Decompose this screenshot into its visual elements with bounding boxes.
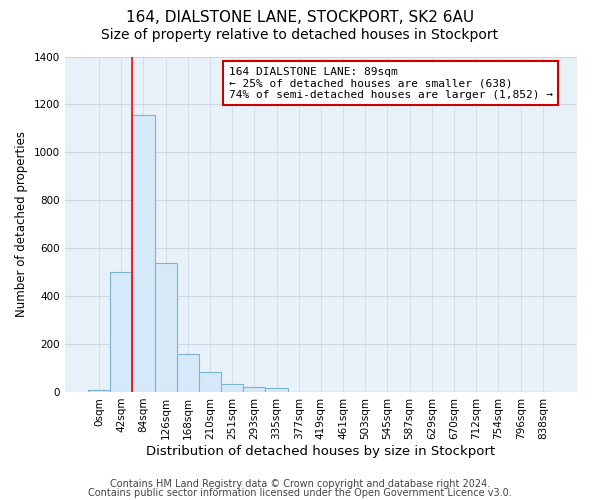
Bar: [155, 264, 177, 392]
Text: 164, DIALSTONE LANE, STOCKPORT, SK2 6AU: 164, DIALSTONE LANE, STOCKPORT, SK2 6AU: [126, 10, 474, 25]
Bar: [110, 272, 133, 392]
Text: 164 DIALSTONE LANE: 89sqm
← 25% of detached houses are smaller (638)
74% of semi: 164 DIALSTONE LANE: 89sqm ← 25% of detac…: [229, 66, 553, 100]
Bar: [199, 372, 221, 392]
Text: Contains public sector information licensed under the Open Government Licence v3: Contains public sector information licen…: [88, 488, 512, 498]
Bar: [265, 388, 287, 392]
Bar: [243, 387, 265, 392]
Bar: [88, 390, 110, 392]
Y-axis label: Number of detached properties: Number of detached properties: [15, 131, 28, 317]
Bar: [221, 384, 243, 392]
Text: Size of property relative to detached houses in Stockport: Size of property relative to detached ho…: [101, 28, 499, 42]
Text: Contains HM Land Registry data © Crown copyright and database right 2024.: Contains HM Land Registry data © Crown c…: [110, 479, 490, 489]
Bar: [133, 115, 155, 392]
X-axis label: Distribution of detached houses by size in Stockport: Distribution of detached houses by size …: [146, 444, 496, 458]
Bar: [177, 354, 199, 392]
